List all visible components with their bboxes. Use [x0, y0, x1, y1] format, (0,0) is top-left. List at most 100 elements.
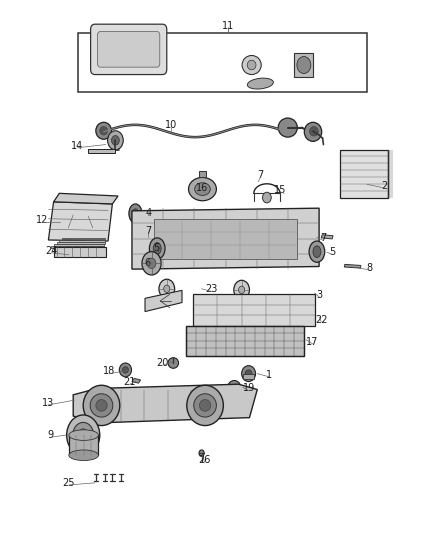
- Text: 25: 25: [63, 478, 75, 488]
- Polygon shape: [53, 193, 118, 204]
- Text: 14: 14: [71, 141, 84, 151]
- Text: 15: 15: [274, 184, 286, 195]
- Text: 7: 7: [257, 171, 264, 180]
- Text: 1: 1: [266, 370, 272, 379]
- Ellipse shape: [142, 252, 161, 275]
- Ellipse shape: [69, 450, 99, 461]
- Bar: [59, 240, 105, 241]
- Text: 22: 22: [315, 314, 328, 325]
- Text: 7: 7: [320, 233, 327, 244]
- Ellipse shape: [159, 279, 175, 298]
- Polygon shape: [48, 202, 113, 241]
- Bar: [51, 246, 104, 248]
- Bar: [62, 238, 106, 239]
- Ellipse shape: [122, 367, 128, 373]
- Bar: [69, 435, 99, 455]
- Ellipse shape: [194, 183, 210, 196]
- Bar: [53, 247, 106, 257]
- FancyBboxPatch shape: [98, 31, 160, 67]
- Ellipse shape: [164, 285, 170, 293]
- Ellipse shape: [96, 122, 112, 139]
- Ellipse shape: [108, 131, 123, 150]
- Ellipse shape: [138, 229, 146, 238]
- Bar: [199, 171, 206, 177]
- Text: 4: 4: [145, 208, 152, 219]
- Ellipse shape: [67, 415, 100, 455]
- Ellipse shape: [278, 118, 297, 137]
- Text: 18: 18: [103, 367, 116, 376]
- Text: 20: 20: [156, 358, 169, 368]
- Bar: [154, 219, 297, 259]
- Bar: [340, 150, 388, 198]
- Ellipse shape: [304, 122, 322, 141]
- Bar: [54, 244, 104, 246]
- Ellipse shape: [112, 135, 119, 145]
- Ellipse shape: [96, 400, 107, 411]
- Text: 24: 24: [45, 246, 58, 256]
- Ellipse shape: [149, 238, 165, 259]
- Text: 6: 6: [144, 259, 150, 268]
- Bar: [294, 53, 314, 77]
- Ellipse shape: [228, 381, 241, 394]
- Ellipse shape: [69, 430, 99, 440]
- Bar: [57, 242, 105, 244]
- Bar: [78, 33, 367, 92]
- Ellipse shape: [245, 370, 252, 377]
- Ellipse shape: [262, 192, 271, 203]
- Text: 10: 10: [165, 120, 177, 130]
- FancyBboxPatch shape: [91, 24, 167, 75]
- Ellipse shape: [147, 258, 156, 269]
- Ellipse shape: [100, 126, 108, 135]
- Bar: [193, 294, 315, 326]
- Polygon shape: [145, 290, 182, 312]
- Polygon shape: [321, 235, 333, 239]
- Ellipse shape: [194, 394, 216, 417]
- Ellipse shape: [73, 422, 94, 448]
- Text: 11: 11: [222, 21, 234, 31]
- Polygon shape: [132, 208, 319, 269]
- Bar: [243, 374, 254, 379]
- Ellipse shape: [78, 429, 88, 441]
- Ellipse shape: [168, 358, 179, 368]
- Ellipse shape: [83, 385, 120, 425]
- Text: 23: 23: [205, 284, 218, 294]
- Ellipse shape: [187, 385, 223, 425]
- Text: 17: 17: [307, 337, 319, 347]
- Text: 12: 12: [35, 215, 48, 225]
- Ellipse shape: [242, 366, 255, 382]
- Ellipse shape: [234, 280, 250, 300]
- Ellipse shape: [309, 241, 325, 262]
- Text: 13: 13: [42, 398, 54, 408]
- Ellipse shape: [90, 394, 113, 417]
- Text: 21: 21: [124, 377, 136, 387]
- Text: 5: 5: [153, 243, 159, 253]
- Text: 16: 16: [196, 183, 208, 193]
- Ellipse shape: [199, 400, 211, 411]
- Text: 3: 3: [316, 289, 322, 300]
- Text: 26: 26: [198, 455, 211, 465]
- Bar: [186, 326, 304, 356]
- Text: 8: 8: [366, 263, 372, 272]
- Text: 7: 7: [145, 226, 151, 236]
- Text: 19: 19: [243, 383, 255, 393]
- Polygon shape: [73, 384, 257, 423]
- Ellipse shape: [119, 363, 131, 377]
- Text: 9: 9: [47, 430, 53, 440]
- Ellipse shape: [153, 243, 161, 254]
- Bar: [88, 149, 115, 152]
- Ellipse shape: [310, 126, 318, 136]
- Ellipse shape: [199, 450, 204, 456]
- Ellipse shape: [188, 177, 216, 201]
- Ellipse shape: [132, 209, 138, 218]
- Bar: [186, 326, 304, 356]
- Text: 5: 5: [329, 247, 335, 257]
- Ellipse shape: [313, 246, 321, 257]
- Ellipse shape: [297, 56, 311, 74]
- Ellipse shape: [129, 204, 142, 223]
- Polygon shape: [344, 264, 361, 268]
- Ellipse shape: [242, 55, 261, 75]
- Ellipse shape: [247, 78, 273, 89]
- Ellipse shape: [239, 286, 245, 294]
- Text: 2: 2: [381, 181, 388, 191]
- Ellipse shape: [247, 60, 256, 70]
